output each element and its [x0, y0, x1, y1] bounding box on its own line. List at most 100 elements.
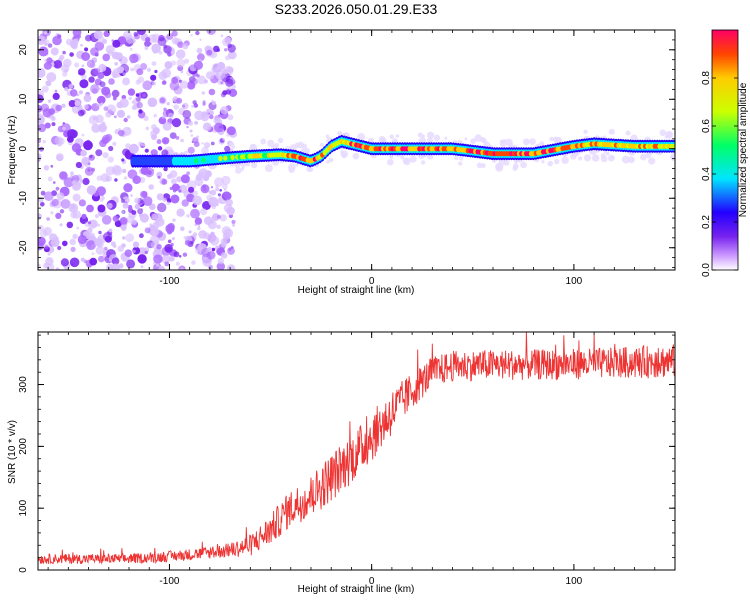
spectrogram-x-ticks: -100 0 100: [47, 30, 676, 287]
noise-speckle: [151, 81, 156, 86]
halo-speckle: [505, 138, 513, 146]
noise-speckle: [187, 146, 195, 154]
noise-speckle: [144, 167, 155, 178]
figure-title: S233.2026.050.01.29.E33: [274, 1, 438, 17]
noise-speckle: [102, 152, 109, 159]
noise-speckle: [161, 254, 171, 264]
noise-speckle: [219, 214, 227, 222]
noise-speckle: [144, 227, 151, 234]
halo-speckle: [325, 134, 330, 139]
y-tick-label: 10: [18, 93, 29, 105]
noise-speckle: [87, 227, 93, 233]
ridge-core: [672, 143, 675, 149]
noise-speckle: [180, 138, 185, 143]
noise-speckle: [161, 137, 170, 145]
noise-speckle: [152, 127, 160, 135]
halo-speckle: [499, 140, 507, 148]
noise-speckle: [61, 126, 66, 131]
noise-speckle: [227, 66, 234, 73]
noise-speckle: [80, 44, 83, 47]
colorbar-tick-label: 0.0: [701, 263, 712, 277]
noise-speckle: [122, 77, 130, 86]
noise-speckle: [162, 121, 172, 131]
noise-speckle: [153, 254, 163, 264]
noise-speckle: [208, 197, 219, 208]
noise-speckle: [72, 30, 82, 37]
snr-x-label: Height of straight line (km): [298, 584, 415, 595]
noise-speckle: [89, 257, 98, 266]
noise-speckle: [149, 223, 153, 227]
noise-speckle: [195, 30, 200, 36]
noise-speckle: [133, 32, 139, 37]
halo-speckle: [241, 165, 245, 169]
noise-speckle: [171, 118, 182, 128]
noise-speckle: [70, 171, 74, 176]
noise-speckle: [158, 71, 168, 80]
noise-speckle: [157, 146, 163, 151]
x-tick-label: 100: [566, 576, 583, 587]
noise-speckle: [137, 254, 147, 264]
noise-speckle: [158, 50, 163, 55]
noise-speckle: [83, 160, 91, 168]
noise-speckle: [121, 158, 125, 162]
noise-speckle: [153, 114, 157, 118]
colorbar-ticks: 0.0 0.2 0.4 0.6 0.8: [701, 71, 738, 277]
noise-speckle: [152, 264, 162, 270]
noise-speckle: [47, 252, 51, 256]
halo-speckle: [600, 155, 608, 163]
noise-speckle: [100, 102, 104, 105]
halo-speckle: [464, 137, 468, 141]
noise-speckle: [108, 145, 114, 152]
noise-speckle: [38, 139, 41, 143]
noise-speckle: [116, 66, 124, 74]
noise-speckle: [144, 250, 148, 255]
noise-speckle: [194, 217, 203, 225]
noise-speckle: [203, 232, 211, 240]
y-tick-label: 20: [18, 44, 29, 56]
halo-speckle: [648, 157, 656, 165]
noise-speckle: [50, 211, 54, 215]
noise-speckle: [83, 104, 89, 110]
halo-speckle: [670, 153, 675, 162]
halo-speckle: [474, 134, 483, 142]
noise-speckle: [50, 47, 59, 56]
noise-speckle: [84, 166, 94, 176]
halo-speckle: [417, 132, 423, 138]
noise-speckle: [167, 173, 173, 180]
noise-speckle: [123, 117, 128, 123]
noise-speckle: [224, 145, 231, 152]
halo-speckle: [368, 137, 374, 144]
ridge-core: [193, 158, 199, 164]
noise-speckle: [203, 256, 207, 261]
halo-speckle: [228, 141, 235, 147]
halo-speckle: [264, 164, 273, 173]
noise-speckle: [232, 223, 236, 227]
halo-speckle: [328, 157, 334, 163]
noise-speckle: [111, 51, 120, 60]
noise-speckle: [38, 123, 47, 133]
halo-speckle: [625, 130, 631, 136]
noise-speckle: [138, 109, 143, 114]
noise-speckle: [131, 100, 135, 104]
noise-speckle: [191, 104, 195, 108]
noise-speckle: [175, 49, 186, 59]
x-tick-label: -100: [159, 276, 179, 287]
noise-speckle: [191, 260, 196, 265]
noise-speckle: [137, 208, 144, 215]
halo-speckle: [513, 159, 518, 164]
spectrogram-plot-area: [38, 30, 675, 270]
noise-speckle: [226, 133, 230, 137]
noise-speckle: [212, 101, 216, 105]
noise-speckle: [192, 232, 198, 237]
noise-speckle: [54, 89, 58, 93]
noise-speckle: [194, 121, 199, 125]
halo-speckle: [547, 160, 553, 167]
noise-speckle: [128, 143, 139, 154]
noise-speckle: [182, 43, 189, 50]
noise-speckle: [216, 224, 221, 229]
y-tick-label: 200: [18, 438, 29, 455]
noise-speckle: [188, 120, 193, 126]
noise-speckle: [48, 108, 55, 115]
noise-speckle: [46, 72, 57, 83]
noise-speckle: [81, 52, 91, 61]
